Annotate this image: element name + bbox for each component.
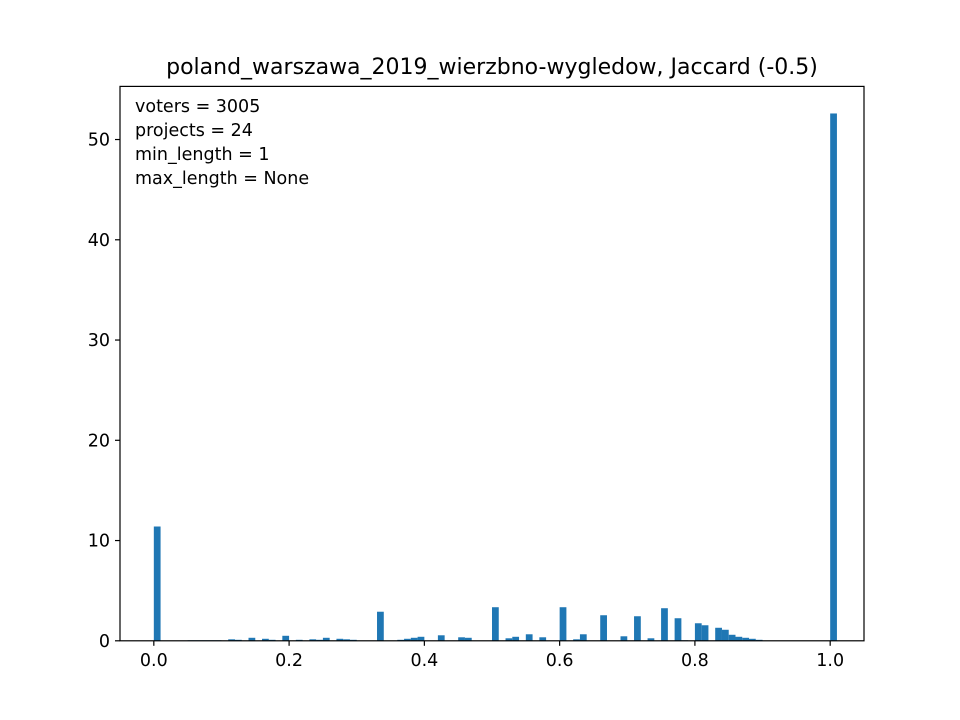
histogram-bar bbox=[634, 616, 641, 641]
histogram-bar bbox=[336, 638, 344, 641]
histogram-bar bbox=[674, 618, 682, 641]
histogram-bar bbox=[343, 639, 350, 641]
histogram-bar bbox=[309, 639, 317, 641]
y-tick-label: 20 bbox=[88, 431, 110, 451]
stats-annotation: voters = 3005 projects = 24 min_length = 1… bbox=[135, 97, 309, 189]
y-tick-label: 30 bbox=[88, 331, 110, 351]
histogram-bar bbox=[248, 637, 256, 641]
histogram-bar bbox=[228, 639, 235, 641]
histogram-bar bbox=[579, 634, 587, 641]
annotation-line: min_length = 1 bbox=[135, 145, 269, 165]
histogram-bar bbox=[661, 608, 668, 641]
histogram-bar bbox=[728, 634, 736, 641]
histogram-bar bbox=[410, 637, 418, 641]
histogram-bar bbox=[694, 623, 702, 641]
y-tick-label: 50 bbox=[88, 131, 110, 151]
histogram-bar bbox=[573, 639, 580, 641]
x-tick-label: 0.2 bbox=[275, 651, 303, 671]
histogram-bar bbox=[262, 638, 269, 641]
histogram-bar bbox=[505, 638, 513, 641]
histogram-bar bbox=[620, 636, 628, 641]
x-tick-label: 0.0 bbox=[140, 651, 168, 671]
histogram-bar bbox=[322, 637, 330, 641]
histogram-bar bbox=[647, 638, 655, 641]
histogram-bar bbox=[559, 607, 567, 641]
histogram-bar bbox=[377, 611, 384, 641]
histogram-bar bbox=[417, 636, 425, 641]
histogram-bar bbox=[701, 625, 709, 641]
histogram-bar bbox=[539, 637, 547, 641]
histogram-bar bbox=[749, 638, 756, 641]
y-axis: 0 10 20 30 40 50 bbox=[88, 131, 120, 652]
histogram-bar bbox=[437, 635, 445, 641]
histogram-bar bbox=[830, 113, 837, 641]
histogram-bar bbox=[492, 607, 499, 641]
histogram-bar bbox=[525, 634, 533, 641]
chart-title: poland_warszawa_2019_wierzbno-wygledow, … bbox=[166, 55, 818, 80]
histogram-bar bbox=[742, 637, 750, 641]
histogram-bar bbox=[404, 638, 411, 641]
histogram-bar bbox=[721, 629, 729, 641]
x-tick-label: 0.6 bbox=[546, 651, 574, 671]
x-axis: 0.0 0.2 0.4 0.6 0.8 1.0 bbox=[140, 640, 844, 671]
annotation-line: voters = 3005 bbox=[135, 97, 260, 117]
x-tick-label: 0.4 bbox=[410, 651, 438, 671]
histogram-bar bbox=[458, 637, 465, 641]
annotation-line: projects = 24 bbox=[135, 121, 253, 141]
x-tick-label: 1.0 bbox=[816, 651, 844, 671]
histogram-bar bbox=[512, 636, 520, 641]
histogram-bar bbox=[600, 615, 607, 641]
histogram-bar bbox=[464, 637, 472, 641]
y-tick-label: 40 bbox=[88, 231, 110, 251]
y-tick-label: 10 bbox=[88, 532, 110, 552]
y-tick-label: 0 bbox=[99, 632, 110, 652]
x-tick-label: 0.8 bbox=[681, 651, 709, 671]
histogram-bar bbox=[153, 526, 161, 641]
histogram-bar bbox=[282, 635, 290, 641]
bars-group bbox=[153, 113, 837, 641]
histogram-bar bbox=[715, 627, 722, 641]
plot-frame bbox=[119, 85, 865, 642]
annotation-line: max_length = None bbox=[135, 169, 309, 189]
histogram-bar bbox=[735, 636, 743, 641]
